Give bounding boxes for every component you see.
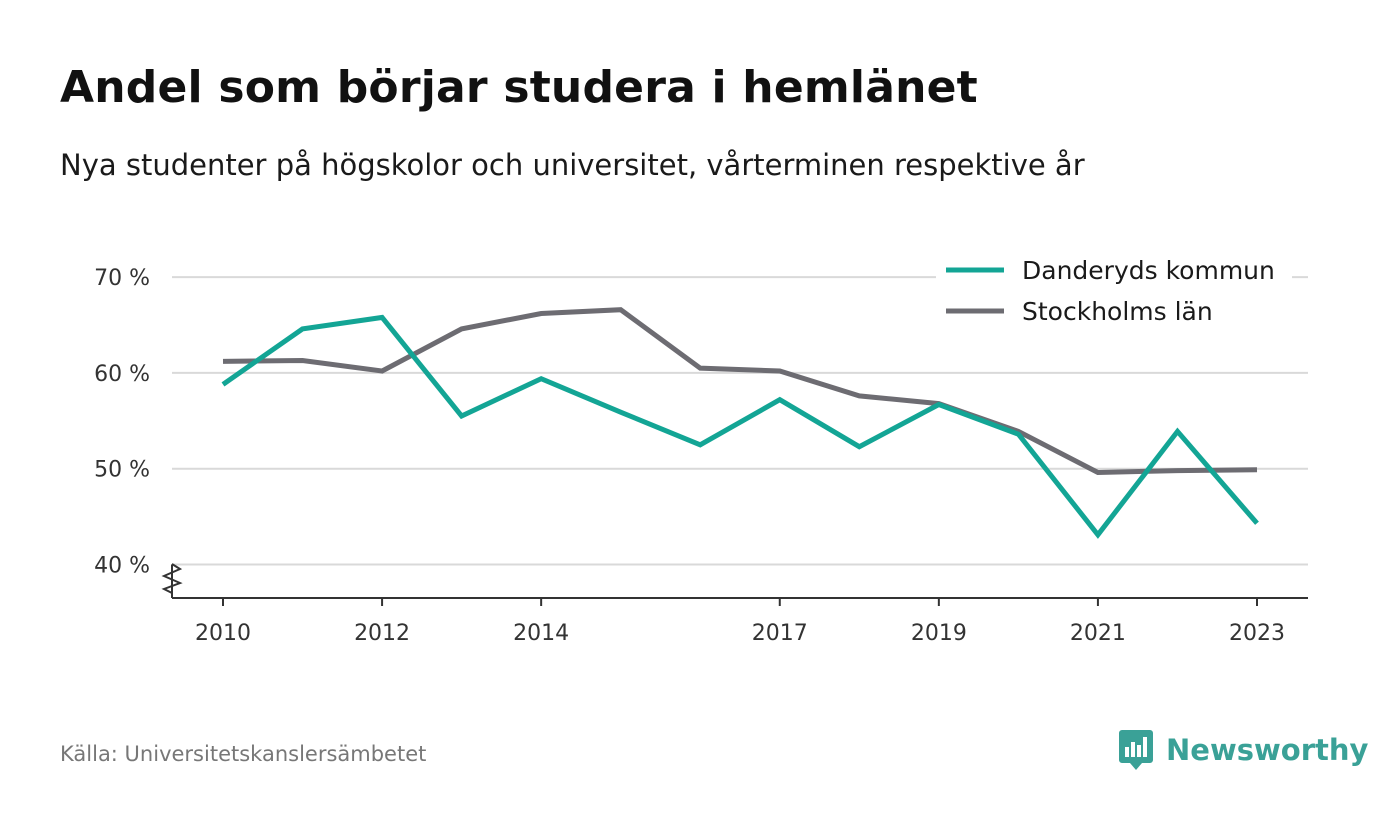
x-tick-label: 2021 — [1070, 621, 1126, 646]
y-tick-label: 70 % — [94, 266, 150, 291]
series-layer — [221, 307, 1259, 539]
series-line-danderyds-kommun — [221, 314, 1259, 539]
x-tick-label: 2019 — [911, 621, 967, 646]
y-tick-label: 50 % — [94, 458, 150, 483]
axis-layer: 40 % 50 % 60 % 70 % 2010 2012 2014 2017 2019 2021… — [94, 266, 1308, 646]
source-note: Källa: Universitetskanslersämbetet — [60, 742, 427, 766]
axis-break-icon — [161, 563, 183, 594]
series-line-stockholms-lan — [222, 307, 1258, 476]
x-tick-label: 2017 — [752, 621, 808, 646]
legend: Danderyds kommun Stockholms län — [936, 251, 1292, 333]
legend-background — [936, 251, 1292, 333]
x-tick-label: 2012 — [354, 621, 410, 646]
x-tick-label: 2023 — [1229, 621, 1285, 646]
x-tick-label: 2014 — [513, 621, 569, 646]
chart-subtitle: Nya studenter på högskolor och universit… — [60, 148, 1085, 182]
brand-logo: Newsworthy — [1118, 728, 1368, 772]
chart-title: Andel som börjar studera i hemlänet — [60, 62, 978, 113]
y-tick-label: 40 % — [94, 553, 150, 578]
y-tick-label: 60 % — [94, 362, 150, 387]
brand-name: Newsworthy — [1166, 733, 1369, 767]
newsworthy-logo-icon — [1119, 730, 1153, 770]
x-tick-label: 2010 — [195, 621, 251, 646]
legend-label: Stockholms län — [1022, 297, 1213, 326]
legend-label: Danderyds kommun — [1022, 256, 1275, 285]
